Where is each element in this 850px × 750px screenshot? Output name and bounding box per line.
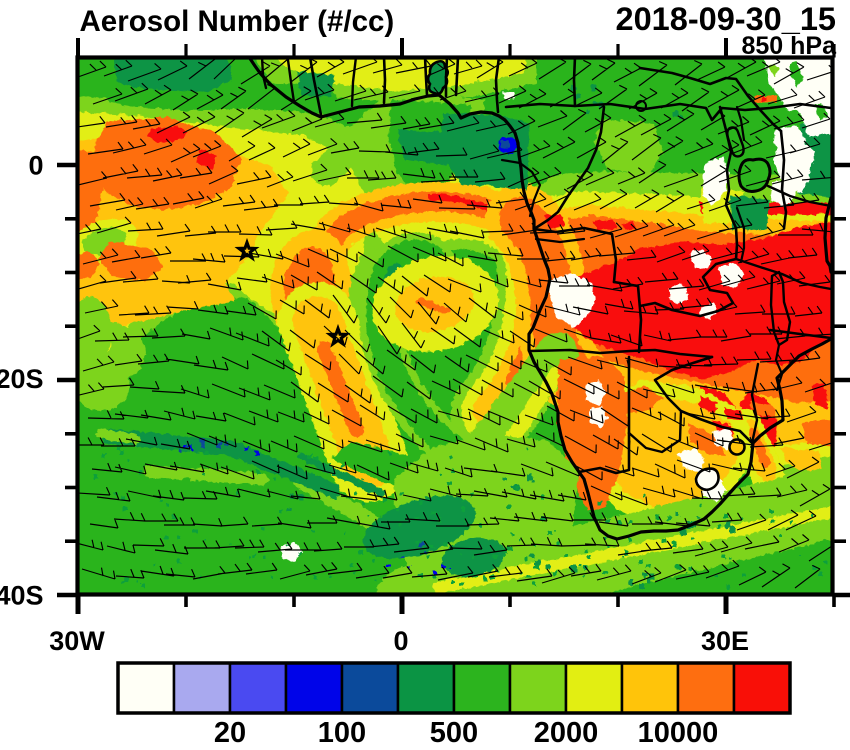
svg-text:10000: 10000 bbox=[638, 717, 719, 749]
svg-text:0: 0 bbox=[28, 151, 43, 181]
svg-text:100: 100 bbox=[318, 717, 366, 749]
svg-text:2000: 2000 bbox=[534, 717, 599, 749]
svg-text:0: 0 bbox=[393, 626, 408, 656]
svg-text:40S: 40S bbox=[0, 581, 44, 611]
svg-text:500: 500 bbox=[430, 717, 478, 749]
svg-text:850 hPa: 850 hPa bbox=[741, 32, 837, 60]
svg-text:20: 20 bbox=[214, 717, 246, 749]
svg-text:30E: 30E bbox=[701, 626, 749, 656]
svg-text:30W: 30W bbox=[49, 626, 105, 656]
svg-text:20S: 20S bbox=[0, 364, 44, 394]
svg-text:2018-09-30_15: 2018-09-30_15 bbox=[616, 1, 836, 37]
svg-text:Aerosol Number (#/cc): Aerosol Number (#/cc) bbox=[80, 5, 395, 38]
